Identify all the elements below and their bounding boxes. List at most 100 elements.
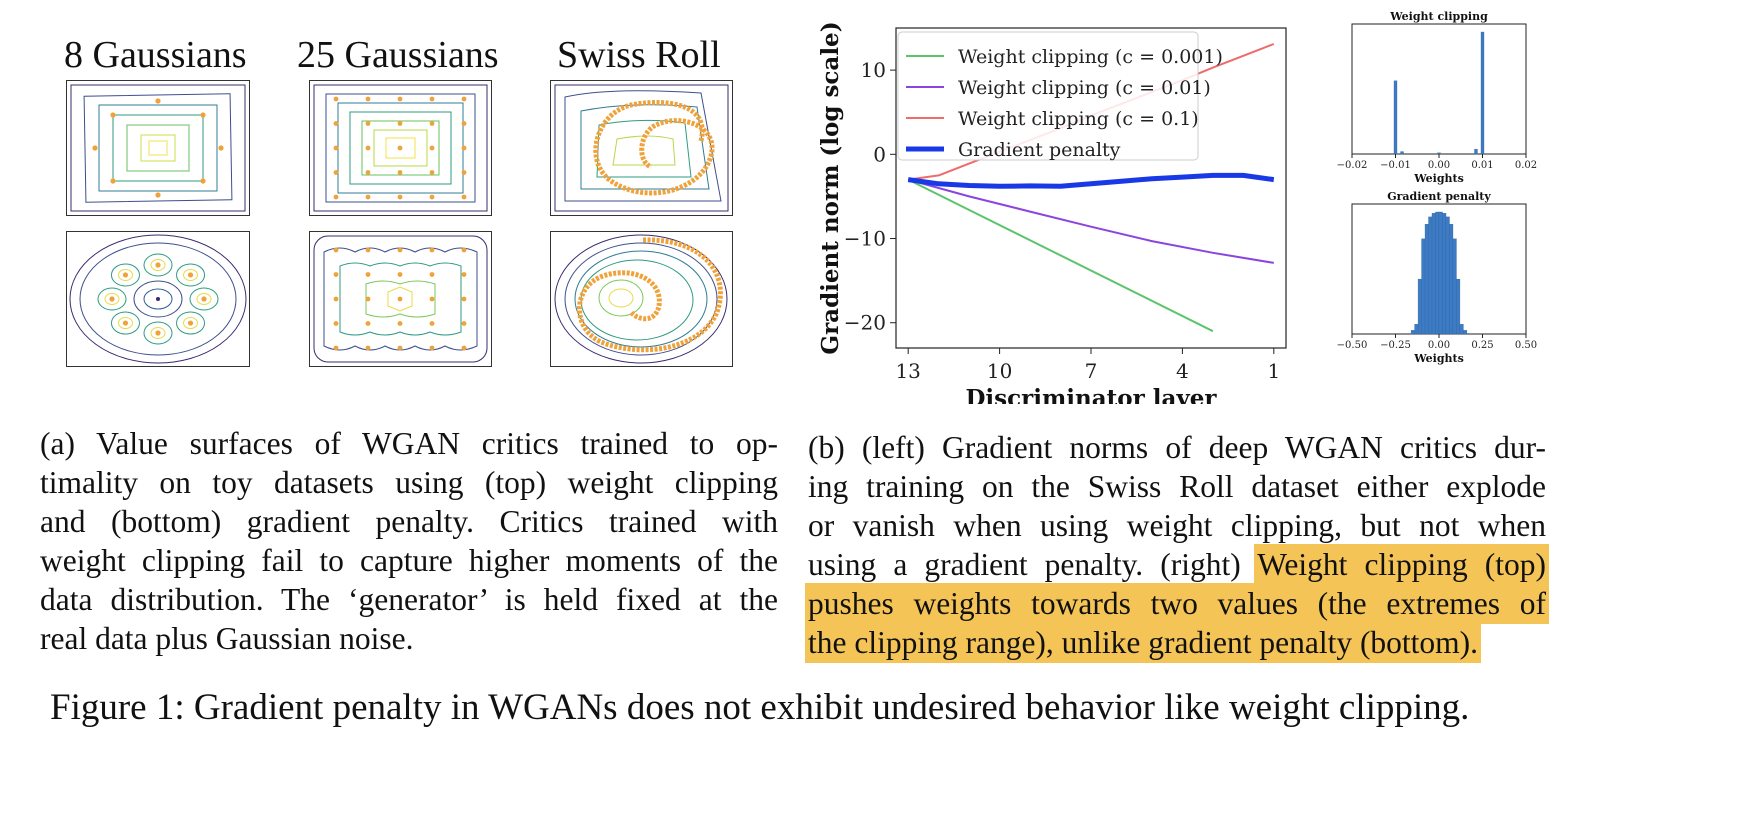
caption-line: weight clipping fail to capture higher m… [40,543,778,578]
data-point [461,194,467,200]
data-point [187,272,194,278]
data-point [109,296,115,302]
data-point [397,321,403,326]
data-point [397,272,403,277]
data-point [429,321,435,326]
y-tick-label: −20 [844,311,886,335]
data-point [365,145,371,151]
histogram-bar [1459,324,1464,335]
histogram-bar [1414,324,1419,335]
data-point [333,247,339,253]
data-point [461,296,467,302]
x-tick-label: 13 [895,359,920,383]
data-point [365,345,371,351]
data-point [365,194,371,200]
data-point [429,272,435,277]
histogram-tick-label: 0.00 [1428,340,1450,351]
histogram-bar [1421,238,1426,335]
data-point [333,121,339,126]
histogram-bar [1438,211,1443,335]
data-point [429,247,435,253]
title-swiss-roll: Swiss Roll [557,34,721,76]
data-point [429,296,435,302]
histogram-title: Gradient penalty [1387,190,1491,203]
histogram-bar [1437,152,1441,155]
series-line [907,172,1275,189]
data-point [187,320,194,326]
gradient-penalty-histogram: Gradient penalty −0.50 −0.25 0.00 0.25 0.50 We… [1337,190,1537,365]
data-point [122,320,129,326]
y-tick-label: 10 [861,58,886,82]
x-tick-label: 4 [1176,359,1189,383]
caption-line: timality on toy datasets using (top) wei… [40,465,778,500]
data-point [122,272,129,278]
histogram-bar [1452,238,1457,335]
caption-line: and (bottom) gradient penalty. Critics t… [40,504,778,539]
histogram-bar [1424,224,1429,335]
caption-line: real data plus Gaussian noise. [40,621,414,656]
histogram-bar [1400,151,1404,155]
histogram-bar [1393,80,1398,155]
data-point [365,296,371,302]
histogram-bar [1435,211,1440,335]
data-point [333,296,339,302]
histogram-tick-label: 0.00 [1428,160,1450,171]
data-point [333,321,339,326]
series-line [907,178,1214,333]
histogram-bar [1442,213,1447,335]
highlighted-text: Weight clipping (top) [1257,547,1546,582]
contour-swiss-roll-gradient-penalty [550,231,733,367]
histogram-tick-label: 0.50 [1515,340,1537,351]
data-point [429,145,435,151]
y-tick-label: −10 [844,227,886,251]
data-point [365,96,371,102]
histogram-bar [1410,330,1415,335]
data-point [365,170,371,175]
data-point [365,121,371,126]
title-25-gaussians: 25 Gaussians [297,34,499,76]
caption-line: data distribution. The ‘generator’ is he… [40,582,778,617]
caption-line: or vanish when using weight clipping, bu… [808,508,1546,543]
title-8-gaussians: 8 Gaussians [64,34,247,76]
histogram-bar [1428,216,1433,335]
highlighted-text: the clipping range), unlike gradient pen… [808,625,1479,660]
legend-label: Weight clipping (c = 0.01) [958,77,1211,99]
histogram-bar [1456,278,1461,335]
caption-line: (a) Value surfaces of WGAN critics train… [40,426,778,461]
data-point [365,321,371,326]
data-point [333,272,339,277]
histogram-tick-label: −0.50 [1337,340,1368,351]
histogram-tick-label: −0.02 [1337,160,1368,171]
histogram-bar [1480,31,1485,155]
histogram-tick-label: −0.01 [1380,160,1411,171]
contour-25-gaussians-clipping [309,80,492,216]
series-line [907,178,1274,264]
histogram-area [1351,23,1527,155]
data-point [333,96,339,102]
histogram-bar [1431,213,1436,335]
gradient-norm-chart: 10 0 −10 −20 13 10 7 4 1 Weight clipping (c = 0.0… [817,21,1287,404]
data-point [333,194,339,200]
data-point [365,272,371,277]
legend-label: Weight clipping (c = 0.001) [958,46,1223,68]
histogram-bar [1449,224,1454,335]
data-point [397,96,403,102]
x-tick-label: 7 [1085,359,1098,383]
histogram-tick-label: 0.25 [1471,340,1493,351]
data-point [461,272,467,277]
caption-line: ing training on the Swiss Roll dataset e… [808,469,1546,504]
x-tick-label: 10 [987,359,1012,383]
data-point [155,262,161,268]
histogram-tick-label: −0.25 [1380,340,1411,351]
histogram-tick-label: 0.01 [1471,160,1493,171]
caption-line: (b) (left) Gradient norms of deep WGAN c… [808,430,1546,465]
data-point [429,194,435,200]
left-caption: (a) Value surfaces of WGAN critics train… [40,424,778,658]
caption-line: the clipping range), unlike gradient pen… [808,623,1546,662]
data-point [461,145,467,151]
y-tick-label: 0 [873,142,886,166]
histogram-xlabel: Weights [1413,172,1464,185]
data-point [429,345,435,351]
y-axis-label: Gradient norm (log scale) [817,21,844,354]
data-point [461,345,467,351]
